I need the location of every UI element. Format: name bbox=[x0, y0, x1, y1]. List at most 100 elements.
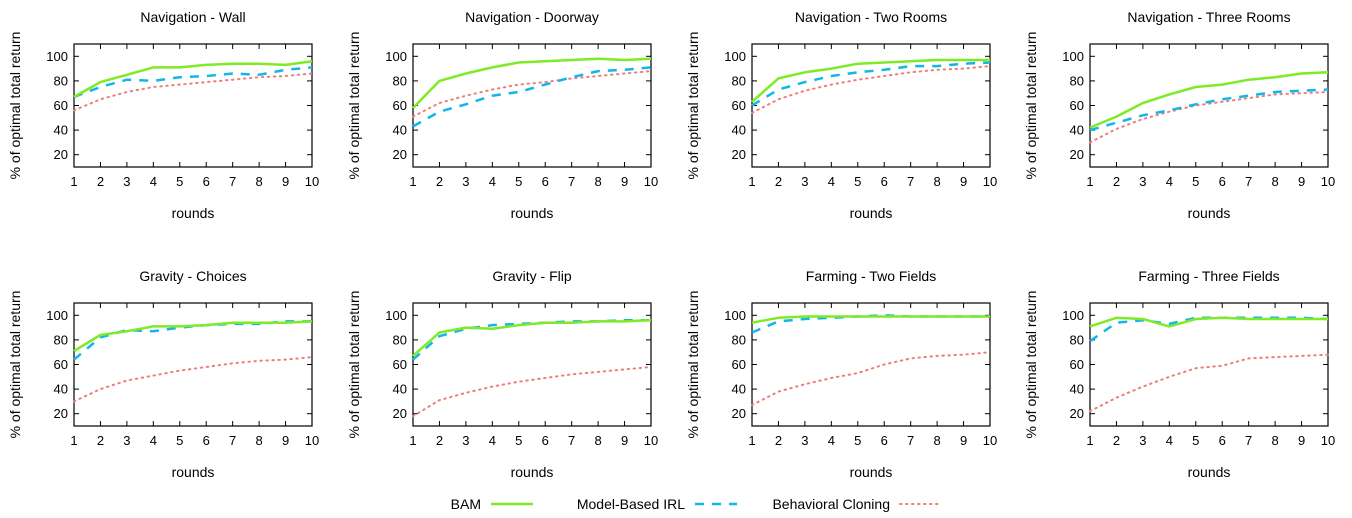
chart-title: Farming - Three Fields bbox=[1138, 268, 1279, 284]
x-tick-label: 6 bbox=[542, 433, 549, 448]
x-tick-label: 5 bbox=[854, 174, 861, 189]
x-tick-label: 4 bbox=[489, 433, 496, 448]
chart-title: Navigation - Doorway bbox=[465, 9, 599, 25]
x-tick-label: 4 bbox=[828, 174, 835, 189]
x-axis-label: rounds bbox=[850, 205, 893, 221]
y-axis-label: % of optimal total return bbox=[1023, 291, 1039, 439]
x-tick-label: 9 bbox=[282, 174, 289, 189]
x-tick-label: 9 bbox=[960, 433, 967, 448]
y-axis-label: % of optimal total return bbox=[1023, 32, 1039, 180]
series-line-model-based-irl bbox=[73, 66, 313, 99]
x-tick-label: 6 bbox=[203, 433, 210, 448]
series-line-model-based-irl bbox=[412, 318, 651, 361]
y-tick-label: 80 bbox=[1070, 332, 1084, 347]
x-tick-label: 2 bbox=[97, 433, 104, 448]
x-tick-label: 10 bbox=[644, 433, 658, 448]
x-tick-label: 1 bbox=[70, 174, 77, 189]
series-line-bam bbox=[1089, 316, 1328, 328]
chart-panel: Navigation - Two Rooms 20 40 60 80 100 1 2 3 4 5 6 7… bbox=[685, 9, 997, 221]
x-axis-label: rounds bbox=[172, 205, 215, 221]
series-line-bam bbox=[412, 318, 652, 357]
x-tick-label: 3 bbox=[462, 433, 469, 448]
chart-panel: Navigation - Doorway 20 40 60 80 100 1 2 3 4 5 6 7 8 9… bbox=[346, 9, 658, 221]
x-tick-label: 8 bbox=[1271, 433, 1278, 448]
x-tick-label: 8 bbox=[255, 174, 262, 189]
x-axis-label: rounds bbox=[1188, 205, 1231, 221]
x-axis-label: rounds bbox=[1188, 464, 1231, 480]
y-tick-label: 60 bbox=[732, 357, 746, 372]
y-tick-label: 100 bbox=[46, 49, 68, 64]
x-tick-label: 10 bbox=[983, 433, 997, 448]
y-tick-label: 60 bbox=[1070, 98, 1084, 113]
x-tick-label: 8 bbox=[594, 433, 601, 448]
x-tick-label: 9 bbox=[282, 433, 289, 448]
x-tick-label: 8 bbox=[933, 174, 940, 189]
y-tick-label: 100 bbox=[46, 308, 68, 323]
x-tick-label: 10 bbox=[305, 174, 319, 189]
x-tick-label: 5 bbox=[176, 433, 183, 448]
y-tick-label: 60 bbox=[393, 98, 407, 113]
x-tick-label: 2 bbox=[775, 174, 782, 189]
x-tick-label: 8 bbox=[594, 174, 601, 189]
x-tick-label: 7 bbox=[1245, 433, 1252, 448]
y-tick-label: 40 bbox=[54, 123, 68, 138]
chart-panel: Gravity - Flip 20 40 60 80 100 1 2 3 4 5 6 7 8 9 10 roun… bbox=[346, 268, 658, 480]
x-tick-label: 3 bbox=[1139, 433, 1146, 448]
x-tick-label: 5 bbox=[515, 174, 522, 189]
x-tick-label: 4 bbox=[150, 174, 157, 189]
x-tick-label: 3 bbox=[801, 433, 808, 448]
x-tick-label: 1 bbox=[409, 433, 416, 448]
x-tick-label: 3 bbox=[123, 433, 130, 448]
x-tick-label: 4 bbox=[489, 174, 496, 189]
y-axis-label: % of optimal total return bbox=[685, 291, 701, 439]
x-axis-label: rounds bbox=[511, 205, 554, 221]
x-tick-label: 1 bbox=[748, 174, 755, 189]
y-tick-label: 20 bbox=[393, 406, 407, 421]
x-tick-label: 5 bbox=[1192, 433, 1199, 448]
x-tick-label: 10 bbox=[983, 174, 997, 189]
y-tick-label: 20 bbox=[54, 406, 68, 421]
legend-label: BAM bbox=[451, 496, 481, 512]
y-tick-label: 80 bbox=[732, 332, 746, 347]
x-tick-label: 7 bbox=[229, 433, 236, 448]
y-axis-label: % of optimal total return bbox=[7, 291, 23, 439]
series-line-model-based-irl bbox=[412, 66, 652, 128]
x-tick-label: 9 bbox=[621, 433, 628, 448]
y-tick-label: 80 bbox=[1070, 73, 1084, 88]
chart-title: Gravity - Choices bbox=[139, 268, 246, 284]
x-tick-label: 3 bbox=[123, 174, 130, 189]
x-tick-label: 6 bbox=[881, 174, 888, 189]
series-line-model-based-irl bbox=[73, 320, 312, 361]
y-tick-label: 60 bbox=[54, 98, 68, 113]
chart-panel: Farming - Two Fields 20 40 60 80 100 1 2 3 4 5 6 7 8 9… bbox=[685, 268, 997, 480]
legend-item: BAM bbox=[451, 496, 533, 512]
chart-panel: Farming - Three Fields 20 40 60 80 100 1 2 3 4 5 6 7… bbox=[1023, 268, 1335, 480]
x-tick-label: 3 bbox=[462, 174, 469, 189]
x-tick-label: 6 bbox=[203, 174, 210, 189]
y-tick-label: 100 bbox=[724, 49, 746, 64]
x-axis-label: rounds bbox=[850, 464, 893, 480]
y-tick-label: 80 bbox=[393, 332, 407, 347]
y-tick-label: 60 bbox=[732, 98, 746, 113]
y-tick-label: 100 bbox=[724, 308, 746, 323]
x-tick-label: 9 bbox=[960, 174, 967, 189]
legend: BAM Model-Based IRL Behavioral Cloning bbox=[451, 496, 943, 512]
series-line-behavioral-cloning bbox=[73, 356, 313, 403]
series-line-behavioral-cloning bbox=[412, 366, 652, 418]
plot-frame bbox=[1089, 43, 1329, 168]
x-axis-label: rounds bbox=[172, 464, 215, 480]
x-tick-label: 2 bbox=[436, 174, 443, 189]
x-tick-label: 8 bbox=[1271, 174, 1278, 189]
x-tick-label: 4 bbox=[1166, 433, 1173, 448]
x-tick-label: 10 bbox=[644, 174, 658, 189]
y-tick-label: 100 bbox=[385, 49, 407, 64]
chart-title: Navigation - Three Rooms bbox=[1127, 9, 1290, 25]
y-tick-label: 100 bbox=[1062, 308, 1084, 323]
plot-frame bbox=[73, 43, 313, 168]
x-tick-label: 7 bbox=[907, 174, 914, 189]
x-tick-label: 5 bbox=[176, 174, 183, 189]
y-tick-label: 20 bbox=[393, 147, 407, 162]
series-line-bam bbox=[412, 57, 652, 109]
series-line-model-based-irl bbox=[751, 61, 991, 107]
